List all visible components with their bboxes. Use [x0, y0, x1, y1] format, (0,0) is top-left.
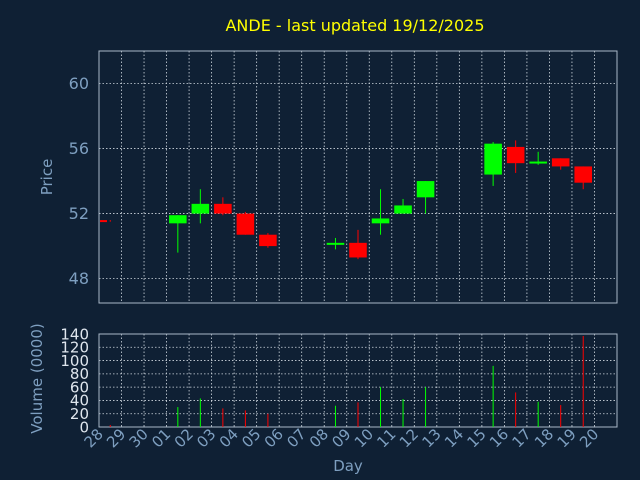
y-tick-label: 48	[69, 269, 89, 288]
candle-body	[100, 220, 107, 223]
candle-body	[326, 242, 345, 245]
candle-body	[371, 218, 390, 224]
candle-body	[349, 242, 367, 258]
y-tick-label: 100	[60, 352, 89, 370]
candle-body	[416, 181, 435, 198]
candle-body	[191, 203, 210, 214]
candle-body	[551, 158, 570, 167]
y-tick-label: 60	[70, 378, 89, 396]
y-tick-label: 20	[70, 405, 89, 423]
y-tick-label: 52	[69, 204, 89, 223]
x-axis-label: Day	[333, 457, 363, 475]
price-panel: 48 52 56 60	[69, 50, 618, 304]
candle-body	[259, 234, 277, 247]
candle-body	[529, 161, 547, 164]
candle-body	[214, 203, 232, 214]
candle-body	[506, 146, 525, 164]
candle-body	[484, 143, 502, 175]
y-tick-label: 0	[79, 418, 89, 436]
price-axis-label: Price	[38, 159, 56, 196]
chart-title: ANDE - last updated 19/12/2025	[225, 16, 484, 35]
volume-axis-label: Volume (0000)	[28, 323, 46, 433]
x-tick-label: 20	[576, 425, 602, 451]
y-tick-label: 80	[70, 365, 89, 383]
y-tick-label: 60	[69, 74, 89, 93]
y-tick-label: 120	[60, 339, 89, 357]
y-tick-label: 140	[60, 325, 89, 343]
candle-body	[394, 205, 412, 214]
candle-body	[236, 213, 255, 235]
candle-body	[169, 215, 187, 224]
x-tick-labels: 2829300102030405060708091011121314151617…	[81, 425, 603, 451]
plot-frame	[98, 50, 618, 304]
y-tick-label: 40	[70, 392, 89, 410]
y-tick-label: 56	[69, 139, 89, 158]
candle-body	[574, 166, 593, 183]
